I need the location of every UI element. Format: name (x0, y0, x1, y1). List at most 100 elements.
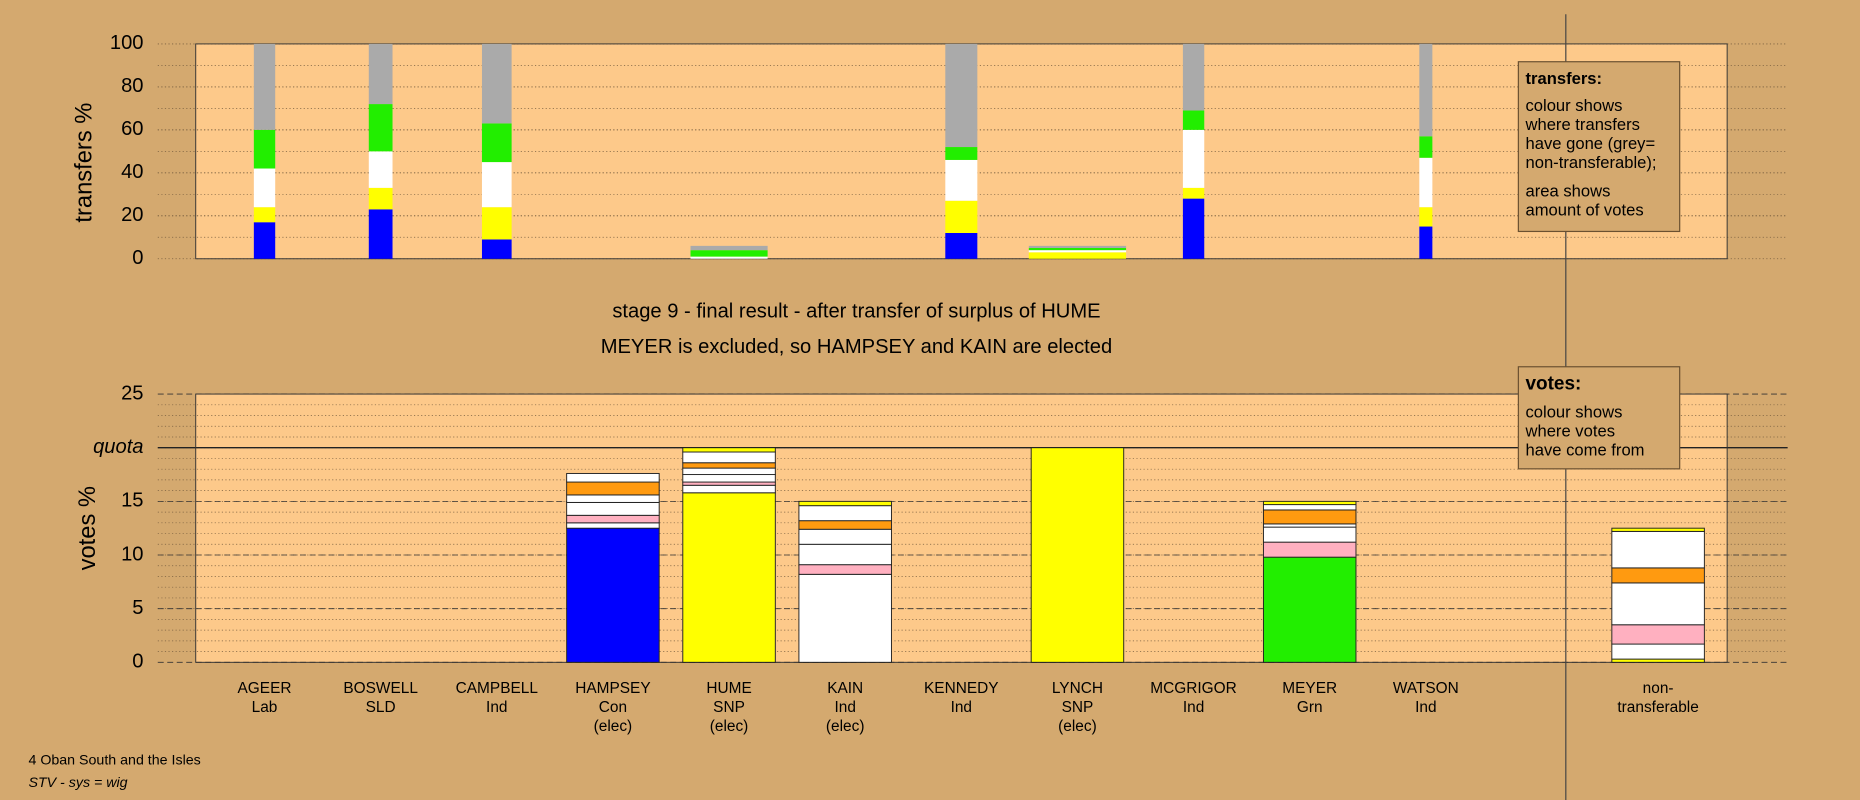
x-tick-label-line: Ind (486, 697, 508, 716)
bar-segment (1182, 129, 1205, 188)
note-text: have gone (grey= (1525, 134, 1655, 153)
plot-area (195, 394, 1728, 663)
x-tick-label-line: Ind (950, 697, 973, 716)
x-tick-label-box: BOSWELL SLD (321, 679, 440, 717)
x-tick-label-box: HUME SNP (elec) (670, 679, 789, 736)
bar-segment (566, 481, 660, 496)
chart-subtitle: MEYER is excluded, so HAMPSEY and KAIN a… (601, 336, 1112, 358)
bar-segment (682, 484, 776, 494)
bar-segment (368, 43, 393, 105)
y-tick-label: 10 (121, 543, 143, 565)
x-tick-label-box: LYNCH SNP (elec) (1018, 679, 1137, 736)
bar-segment (1182, 43, 1205, 111)
bar-segment (1419, 157, 1433, 208)
bar-segment (1182, 110, 1205, 130)
x-tick-label-line: (elec) (825, 716, 865, 735)
note-title: votes: (1525, 374, 1581, 395)
bar-segment (690, 250, 768, 257)
bar-segment (945, 159, 978, 201)
bar-segment (1262, 500, 1357, 506)
bar-segment (253, 207, 276, 223)
y-tick-label: 100 (110, 32, 144, 54)
y-tick-label: 40 (121, 161, 143, 183)
x-tick-label-line: SLD (365, 697, 396, 716)
x-tick-label-line: KENNEDY (924, 678, 999, 697)
y-tick-label: 15 (121, 490, 143, 512)
x-tick-label-line: MEYER (1282, 678, 1338, 697)
bar-segment (481, 43, 512, 124)
x-tick-label-box: MCGRIGOR Ind (1134, 679, 1253, 717)
y-tick-label: 20 (121, 204, 143, 226)
bar-segment (1028, 252, 1127, 259)
bar-segment (566, 494, 660, 503)
bar-segment (566, 501, 660, 516)
bar-segment (682, 462, 776, 469)
x-tick-label-line: BOSWELL (343, 678, 418, 697)
note-text: colour shows (1525, 96, 1622, 115)
x-tick-label-line: (elec) (1058, 716, 1097, 735)
bar-segment (566, 527, 660, 663)
bar-segment (253, 168, 276, 208)
bar-segment (368, 187, 393, 210)
bar-segment (798, 528, 892, 545)
bar-segment (1611, 658, 1705, 663)
y-axis-label: transfers % (72, 103, 98, 223)
bar-segment (1262, 509, 1357, 525)
x-tick-label-line: CAMPBELL (455, 678, 538, 697)
bar-segment (945, 232, 978, 259)
note-text: where transfers (1524, 115, 1639, 134)
bar-segment (1262, 556, 1357, 663)
x-tick-label-box: KENNEDY Ind (902, 679, 1021, 717)
bar-segment (798, 505, 892, 522)
bar-segment (798, 543, 892, 566)
y-tick-label: 0 (132, 247, 143, 269)
bar-segment (1611, 527, 1705, 532)
bar-segment (682, 474, 776, 483)
note-box (1517, 61, 1681, 233)
y-axis-label: votes % (75, 486, 101, 570)
bar-segment (945, 43, 978, 148)
footer-text: 4 Oban South and the Isles (28, 753, 200, 769)
x-tick-label-box: non-transferable (1599, 679, 1718, 717)
note-text: amount of votes (1525, 201, 1643, 220)
bar-segment (481, 123, 512, 163)
bar-segment (253, 129, 276, 169)
bar-segment (690, 256, 768, 259)
bar-segment (682, 447, 776, 453)
x-tick-label-box: AGEER Lab (205, 679, 324, 717)
bar-segment (1611, 567, 1705, 584)
note-box (1517, 366, 1681, 470)
x-tick-label-line: HAMPSEY (575, 678, 651, 697)
bar-segment (798, 520, 892, 530)
x-tick-label-box: WATSON Ind (1367, 679, 1486, 717)
x-tick-label-box: MEYER Grn (1250, 679, 1369, 717)
x-tick-label-line: HUME (706, 678, 752, 697)
bar-segment (368, 151, 393, 188)
y-tick-label: quota (93, 436, 143, 458)
bar-segment (481, 207, 512, 240)
x-tick-label-line: (elec) (709, 716, 749, 735)
note-text: where votes (1524, 421, 1615, 440)
x-tick-label-line: Ind (834, 697, 856, 716)
bar-segment (253, 222, 276, 259)
x-tick-label-line: MCGRIGOR (1150, 678, 1237, 697)
bar-segment (1419, 43, 1433, 137)
bar-segment (1028, 250, 1127, 253)
bar-segment (1611, 643, 1705, 660)
x-tick-label-line: Lab (251, 697, 278, 716)
bar-segment (682, 492, 776, 663)
x-tick-label-line: SNP (713, 697, 745, 716)
bar-segment (481, 239, 512, 259)
x-tick-label-line: non-transferable (1617, 678, 1699, 716)
bar-segment (566, 522, 660, 529)
plot-frame (195, 393, 1728, 663)
bar-segment (682, 481, 776, 486)
bar-segment (1419, 226, 1433, 259)
y-tick-label: 0 (132, 651, 143, 673)
bar-segment (1611, 624, 1705, 645)
